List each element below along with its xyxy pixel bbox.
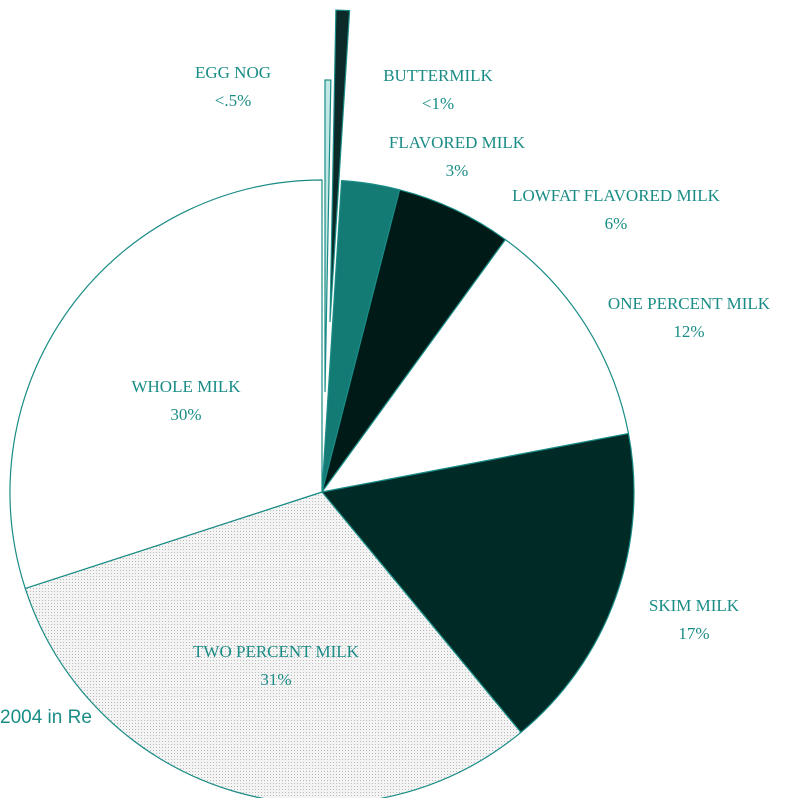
label-flavored-milk: FLAVORED MILK 3% (389, 133, 526, 180)
slice-percent-lowfat-flavored-milk: 6% (605, 214, 628, 233)
slice-percent-skim-milk: 17% (678, 624, 709, 643)
slice-name-buttermilk: BUTTERMILK (383, 66, 493, 85)
slice-name-egg-nog: EGG NOG (195, 63, 271, 82)
slice-percent-two-percent-milk: 31% (260, 670, 291, 689)
footer-caption: 2004 in Re (0, 707, 92, 728)
label-one-percent-milk: ONE PERCENT MILK 12% (608, 294, 771, 341)
pie-slices (9, 9, 635, 798)
slice-percent-egg-nog: <.5% (215, 91, 252, 110)
slice-name-flavored-milk: FLAVORED MILK (389, 133, 526, 152)
slice-percent-one-percent-milk: 12% (673, 322, 704, 341)
slice-name-whole-milk: WHOLE MILK (131, 377, 241, 396)
slice-percent-buttermilk: <1% (422, 94, 454, 113)
label-lowfat-flavored-milk: LOWFAT FLAVORED MILK 6% (512, 186, 721, 233)
slice-name-two-percent-milk: TWO PERCENT MILK (193, 642, 360, 661)
label-skim-milk: SKIM MILK 17% (649, 596, 740, 643)
slice-egg-nog (324, 79, 332, 393)
pie-labels: EGG NOG <.5% BUTTERMILK <1% FLAVORED MILK 3% L… (131, 63, 770, 689)
slice-percent-whole-milk: 30% (170, 405, 201, 424)
slice-name-skim-milk: SKIM MILK (649, 596, 740, 615)
slice-name-lowfat-flavored-milk: LOWFAT FLAVORED MILK (512, 186, 721, 205)
label-egg-nog: EGG NOG <.5% (195, 63, 271, 110)
slice-two-percent-milk (24, 491, 522, 798)
slice-name-one-percent-milk: ONE PERCENT MILK (608, 294, 771, 313)
slice-percent-flavored-milk: 3% (446, 161, 469, 180)
slice-buttermilk (329, 9, 351, 323)
slice-skim-milk (320, 432, 635, 734)
label-buttermilk: BUTTERMILK <1% (383, 66, 493, 113)
label-whole-milk: WHOLE MILK 30% (131, 377, 241, 424)
slice-one-percent-milk (320, 238, 630, 493)
slice-whole-milk (9, 179, 323, 590)
label-two-percent-milk: TWO PERCENT MILK 31% (193, 642, 360, 689)
